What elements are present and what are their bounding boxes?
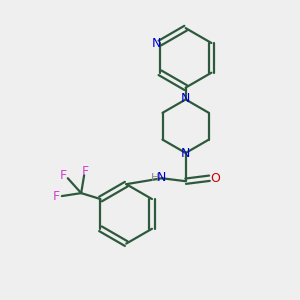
Text: N: N [152, 37, 161, 50]
Text: F: F [82, 165, 89, 178]
Text: H: H [151, 172, 160, 183]
Text: N: N [181, 147, 190, 160]
Text: F: F [53, 190, 60, 202]
Text: N: N [181, 92, 190, 105]
Text: F: F [59, 169, 67, 182]
Text: O: O [210, 172, 220, 185]
Text: N: N [157, 171, 167, 184]
